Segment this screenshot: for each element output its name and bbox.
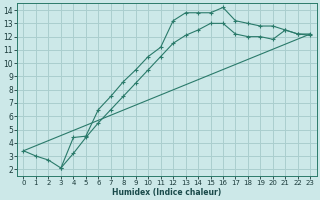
X-axis label: Humidex (Indice chaleur): Humidex (Indice chaleur) [112,188,221,197]
